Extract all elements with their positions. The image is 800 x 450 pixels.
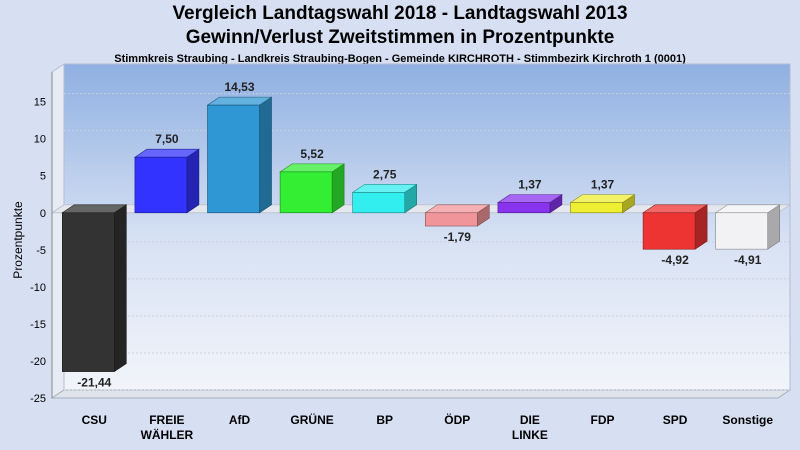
bar: [497, 202, 551, 214]
bar: [352, 192, 406, 214]
bar-side: [186, 148, 200, 214]
bar: [61, 212, 115, 372]
x-category-label: FDP: [591, 413, 615, 427]
bar: [715, 212, 769, 250]
chart-subtitle: Gewinn/Verlust Zweitstimmen in Prozentpu…: [185, 27, 615, 48]
bar: [424, 212, 478, 227]
y-tick-label: -10: [30, 282, 46, 294]
x-category-label: FREIE: [149, 413, 184, 427]
bar: [207, 104, 260, 214]
y-tick-label: 0: [40, 208, 46, 220]
bar: [642, 212, 696, 250]
data-label: -4,92: [661, 253, 689, 267]
data-label: 2,75: [373, 167, 397, 181]
y-tick-label: 15: [34, 97, 46, 109]
x-category-label: DIE: [520, 413, 540, 427]
y-tick-label: -15: [30, 319, 46, 331]
y-tick-label: -20: [30, 356, 46, 368]
bar-side: [331, 163, 345, 214]
data-label: -21,44: [77, 376, 111, 390]
bar-side: [114, 204, 127, 373]
plot-floor: [50, 389, 792, 399]
chart-caption: Stimmkreis Straubing - Landkreis Straubi…: [114, 53, 686, 65]
data-label: 5,52: [300, 147, 324, 161]
y-axis-label: Prozentpunkte: [11, 201, 25, 279]
y-tick-label: -25: [30, 393, 46, 405]
x-category-label: Sonstige: [722, 413, 773, 427]
data-label: 1,37: [591, 178, 615, 192]
x-category-label: GRÜNE: [290, 412, 333, 427]
x-category-label: WÄHLER: [141, 427, 194, 442]
x-category-label: AfD: [229, 413, 251, 427]
chart-title: Vergleich Landtagswahl 2018 - Landtagswa…: [172, 3, 628, 24]
x-category-label: LINKE: [512, 428, 548, 442]
data-label: 14,53: [224, 80, 254, 94]
x-category-label: BP: [376, 413, 393, 427]
x-category-label: CSU: [82, 413, 107, 427]
y-tick-label: 10: [34, 134, 46, 146]
data-label: -4,91: [734, 253, 762, 267]
x-category-label: ÖDP: [444, 412, 470, 427]
bar-side: [259, 96, 272, 214]
bar: [134, 156, 188, 214]
data-label: 1,37: [518, 178, 542, 192]
bar: [279, 171, 333, 214]
bar: [570, 202, 623, 214]
data-label: 7,50: [155, 132, 179, 146]
y-tick-label: 5: [40, 171, 46, 183]
x-category-label: SPD: [663, 413, 688, 427]
data-label: -1,79: [444, 230, 472, 244]
y-tick-label: -5: [36, 245, 46, 257]
